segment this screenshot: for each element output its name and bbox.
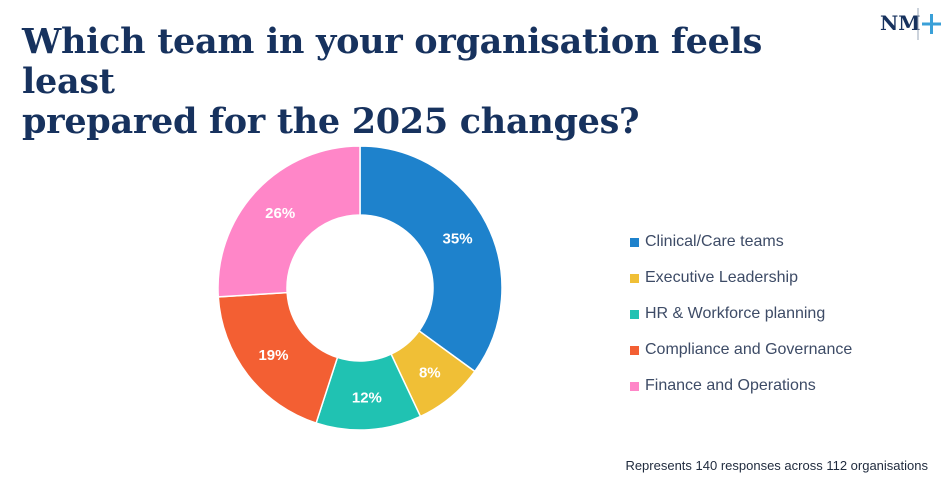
plus-icon [922,14,941,34]
logo-text: NM [880,11,920,35]
donut-chart: 35% 8% 12% 19% 26% [217,145,503,431]
legend-label: Finance and Operations [645,377,816,394]
legend-item: Compliance and Governance [630,332,852,368]
slice-label: 35% [443,230,473,247]
brand-logo: NM [878,6,946,42]
legend-swatch [630,309,639,319]
legend-item: Executive Leadership [630,260,852,296]
slice-label: 12% [352,389,382,406]
slice-clinical-care-teams [359,145,503,373]
slice-finance-and-operations [217,145,361,298]
legend-item: Finance and Operations [630,368,852,404]
legend-label: HR & Workforce planning [645,305,826,322]
slice-label: 19% [258,347,288,364]
legend-item: HR & Workforce planning [630,296,852,332]
legend-swatch [630,273,639,283]
title-line-1: Which team in your organisation feels le… [22,21,762,102]
legend-item: Clinical/Care teams [630,224,852,260]
footnote: Represents 140 responses across 112 orga… [625,458,928,473]
slice-label: 26% [265,205,295,222]
legend-swatch [630,381,639,391]
slice-compliance-and-governance [217,291,339,424]
legend-swatch [630,237,639,247]
legend-swatch [630,345,639,355]
slice-label: 8% [419,364,441,381]
legend-label: Compliance and Governance [645,341,853,358]
title-line-2: prepared for the 2025 changes? [22,101,640,142]
chart-legend: Clinical/Care teams Executive Leadership H… [630,224,852,404]
legend-label: Executive Leadership [645,269,798,286]
legend-label: Clinical/Care teams [645,233,784,250]
chart-title: Which team in your organisation feels le… [22,22,862,142]
